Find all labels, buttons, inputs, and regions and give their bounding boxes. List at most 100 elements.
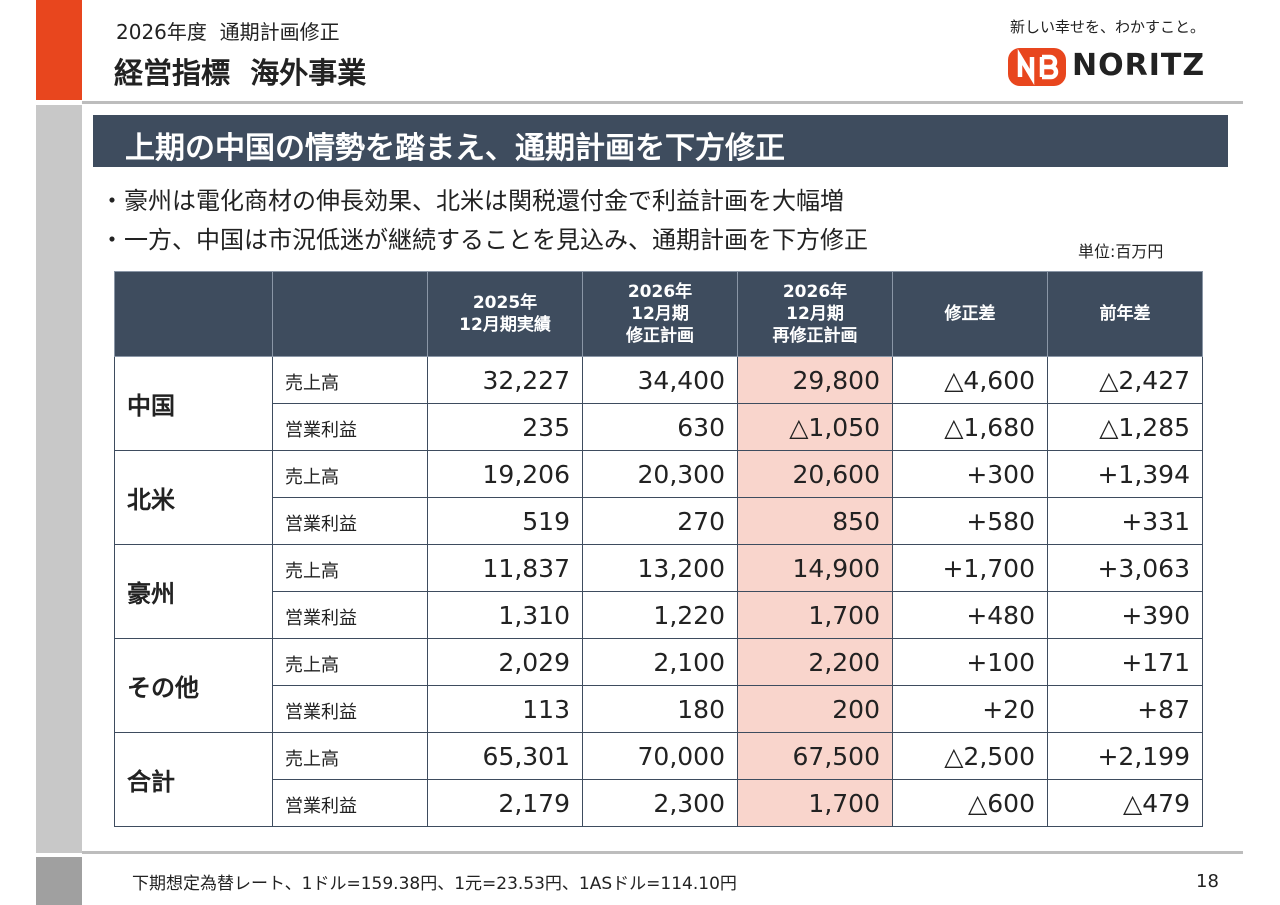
table-row: 中国 売上高 32,227 34,400 29,800 △4,600 △2,427 <box>114 356 1203 451</box>
value-cell: +171 <box>1047 638 1203 686</box>
header-cell: 前年差 <box>1047 271 1203 357</box>
value-cell: 180 <box>582 685 738 733</box>
banner-text: 上期の中国の情勢を踏まえ、通期計画を下方修正 <box>125 131 785 166</box>
metric-cell: 営業利益 <box>272 497 428 545</box>
metric-cell: 営業利益 <box>272 403 428 451</box>
value-cell: 70,000 <box>582 732 738 780</box>
divider <box>82 851 1243 854</box>
table-row: 営業利益 519 270 850 +580 +331 <box>115 497 1203 545</box>
header-cell: 2026年 12月期 修正計画 <box>582 271 738 357</box>
header-line: 12月期 <box>786 304 844 324</box>
value-cell: △2,500 <box>892 732 1048 780</box>
value-cell: 200 <box>737 685 893 733</box>
value-cell: +20 <box>892 685 1048 733</box>
value-cell: 2,200 <box>737 638 893 686</box>
metric-cell: 営業利益 <box>272 591 428 639</box>
value-cell: 1,700 <box>737 591 893 639</box>
table-row: 営業利益 113 180 200 +20 +87 <box>115 685 1203 733</box>
title: 経営指標 海外事業 <box>114 56 367 90</box>
value-cell: +100 <box>892 638 1048 686</box>
value-cell: 1,700 <box>737 779 893 827</box>
metric-cell: 営業利益 <box>272 685 428 733</box>
region-cell: 中国 <box>114 356 273 451</box>
metric-cell: 売上高 <box>272 732 428 780</box>
value-cell: +331 <box>1047 497 1203 545</box>
value-cell: 32,227 <box>427 356 583 404</box>
value-cell: 2,179 <box>427 779 583 827</box>
value-cell: △1,680 <box>892 403 1048 451</box>
tagline: 新しい幸せを、わかすこと。 <box>1010 18 1206 36</box>
table-row: 合計 売上高 65,301 70,000 67,500 △2,500 +2,199 <box>114 732 1203 827</box>
value-cell: 29,800 <box>737 356 893 404</box>
header-line: 2025年 <box>472 293 538 313</box>
metric-cell: 売上高 <box>272 356 428 404</box>
header-cell <box>114 271 273 357</box>
value-cell: △1,050 <box>737 403 893 451</box>
header-line: 前年差 <box>1099 304 1151 324</box>
value-cell: +390 <box>1047 591 1203 639</box>
table-row: 営業利益 2,179 2,300 1,700 △600 △479 <box>115 779 1203 827</box>
value-cell: +580 <box>892 497 1048 545</box>
table-row: 営業利益 1,310 1,220 1,700 +480 +390 <box>115 591 1203 639</box>
header-line: 2026年 <box>782 282 848 302</box>
table-row: その他 売上高 2,029 2,100 2,200 +100 +171 <box>114 638 1203 733</box>
value-cell: +3,063 <box>1047 544 1203 592</box>
value-cell: △4,600 <box>892 356 1048 404</box>
value-cell: 2,300 <box>582 779 738 827</box>
value-cell: 519 <box>427 497 583 545</box>
region-cell: その他 <box>114 638 273 733</box>
side-bar <box>36 105 82 853</box>
data-table: 2025年 12月期実績 2026年 12月期 修正計画 2026年 12月期 再修正計画 修正… <box>114 271 1203 827</box>
value-cell: +1,394 <box>1047 450 1203 498</box>
bullet: ・一方、中国は市況低迷が継続することを見込み、通期計画を下方修正 <box>100 226 868 254</box>
region-cell: 北米 <box>114 450 273 545</box>
header-line: 2026年 <box>627 282 693 302</box>
value-cell: 19,206 <box>427 450 583 498</box>
header-cell: 2025年 12月期実績 <box>427 271 583 357</box>
header-line: 修正計画 <box>626 326 694 346</box>
value-cell: 850 <box>737 497 893 545</box>
value-cell: 20,300 <box>582 450 738 498</box>
value-cell: 630 <box>582 403 738 451</box>
value-cell: 65,301 <box>427 732 583 780</box>
metric-cell: 売上高 <box>272 450 428 498</box>
header-line: 12月期実績 <box>459 315 551 335</box>
value-cell: 13,200 <box>582 544 738 592</box>
value-cell: 2,100 <box>582 638 738 686</box>
header-line: 修正差 <box>944 304 996 324</box>
header-cell: 2026年 12月期 再修正計画 <box>737 271 893 357</box>
bullet: ・豪州は電化商材の伸長効果、北米は関税還付金で利益計画を大幅増 <box>100 187 844 215</box>
footnote: 下期想定為替レート、1ドル=159.38円、1元=23.53円、1ASドル=11… <box>132 874 737 894</box>
region-cell: 合計 <box>114 732 273 827</box>
header-cell <box>272 271 428 357</box>
value-cell: 1,220 <box>582 591 738 639</box>
value-cell: △479 <box>1047 779 1203 827</box>
value-cell: 113 <box>427 685 583 733</box>
side-bar <box>36 857 82 905</box>
divider <box>82 101 1243 104</box>
banner: 上期の中国の情勢を踏まえ、通期計画を下方修正 <box>93 115 1228 167</box>
value-cell: 11,837 <box>427 544 583 592</box>
value-cell: 20,600 <box>737 450 893 498</box>
value-cell: +480 <box>892 591 1048 639</box>
value-cell: 67,500 <box>737 732 893 780</box>
value-cell: 2,029 <box>427 638 583 686</box>
value-cell: △2,427 <box>1047 356 1203 404</box>
header-cell: 修正差 <box>892 271 1048 357</box>
header-line: 12月期 <box>631 304 689 324</box>
subtitle: 2026年度 通期計画修正 <box>116 20 340 44</box>
value-cell: 235 <box>427 403 583 451</box>
metric-cell: 売上高 <box>272 544 428 592</box>
metric-cell: 営業利益 <box>272 779 428 827</box>
accent-bar <box>36 0 82 100</box>
table-row: 豪州 売上高 11,837 13,200 14,900 +1,700 +3,063 <box>114 544 1203 639</box>
table-row: 営業利益 235 630 △1,050 △1,680 △1,285 <box>115 403 1203 451</box>
value-cell: +87 <box>1047 685 1203 733</box>
value-cell: △1,285 <box>1047 403 1203 451</box>
logo-text: NORITZ <box>1072 48 1206 83</box>
value-cell: 270 <box>582 497 738 545</box>
value-cell: 14,900 <box>737 544 893 592</box>
value-cell: 1,310 <box>427 591 583 639</box>
value-cell: 34,400 <box>582 356 738 404</box>
